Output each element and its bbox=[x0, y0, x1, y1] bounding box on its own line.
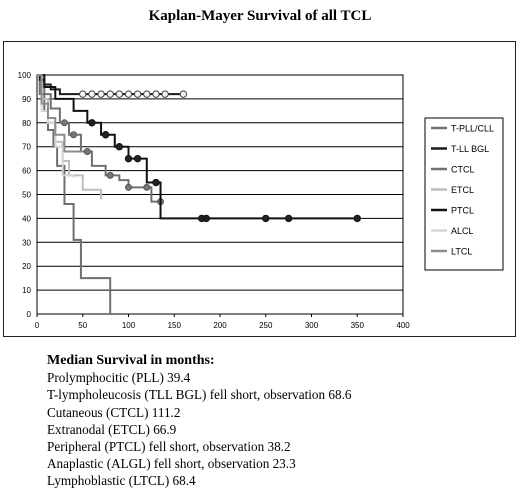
series-t-ll-bgl-point bbox=[124, 90, 133, 98]
y-tick-label: 90 bbox=[22, 95, 31, 104]
series-ctcl-point bbox=[143, 183, 151, 191]
series-t-ll-bgl-point bbox=[152, 90, 160, 98]
y-tick-label: 10 bbox=[22, 286, 31, 295]
summary-item: Prolymphocitic (PLL) 39.4 bbox=[47, 370, 191, 386]
summary-item: Anaplastic (ALGL) fell short, observatio… bbox=[47, 456, 296, 472]
series-etcl-line bbox=[37, 74, 103, 200]
series-t-ll-bgl-point bbox=[143, 90, 151, 98]
legend-label: LTCL bbox=[451, 247, 472, 257]
summary-heading: Median Survival in months: bbox=[47, 353, 215, 368]
series-ptcl-point bbox=[101, 131, 110, 139]
series-t-ll-bgl-point bbox=[133, 90, 142, 98]
y-tick-label: 0 bbox=[27, 310, 32, 319]
legend-label: T-PLL/CLL bbox=[451, 124, 494, 134]
series-ptcl-point bbox=[262, 214, 270, 223]
summary-list: Prolymphocitic (PLL) 39.4 T-lympholeucosi… bbox=[47, 369, 507, 489]
series-t-ll-bgl-point bbox=[161, 90, 169, 98]
series-ptcl-point bbox=[133, 154, 142, 163]
y-tick-label: 100 bbox=[18, 71, 32, 80]
summary-item: Peripheral (PTCL) fell short, observatio… bbox=[47, 439, 291, 455]
series-t-ll-bgl-point bbox=[79, 90, 87, 98]
summary-item: Cutaneous (CTCL) 111.2 bbox=[47, 404, 181, 420]
x-tick-label: 0 bbox=[35, 321, 40, 330]
x-tick-label: 50 bbox=[78, 321, 87, 330]
summary-item: T-lympholeucosis (TLL BGL) fell short, o… bbox=[47, 387, 352, 403]
series-ptcl-point bbox=[202, 214, 210, 223]
y-tick-label: 80 bbox=[22, 119, 31, 128]
series-ctcl-point bbox=[70, 131, 78, 139]
series-t-ll-bgl-point bbox=[115, 90, 124, 98]
x-tick-label: 200 bbox=[213, 321, 227, 330]
legend-label: T-LL BGL bbox=[451, 144, 489, 154]
series-t-ll-bgl-point bbox=[88, 90, 96, 98]
series-ptcl-point bbox=[124, 154, 133, 163]
y-tick-label: 20 bbox=[22, 262, 31, 271]
chart-title: Kaplan-Mayer Survival of all TCL bbox=[148, 8, 372, 24]
y-tick-label: 70 bbox=[22, 143, 31, 152]
series-t-ll-bgl-point bbox=[106, 90, 114, 98]
x-tick-label: 300 bbox=[305, 321, 319, 330]
series-t-ll-bgl-point bbox=[97, 90, 105, 98]
series-ptcl-point bbox=[152, 178, 160, 187]
summary-item: Lymphoblastic (LTCL) 68.4 bbox=[47, 473, 196, 489]
y-tick-label: 60 bbox=[22, 167, 31, 176]
series-ptcl-line bbox=[37, 74, 358, 220]
y-tick-label: 40 bbox=[22, 214, 31, 223]
legend-label: PTCL bbox=[451, 206, 474, 216]
legend-label: ETCL bbox=[451, 185, 474, 195]
series-ptcl-point bbox=[88, 119, 96, 127]
series-ptcl-point bbox=[353, 214, 361, 223]
y-tick-label: 50 bbox=[22, 191, 31, 200]
series-ptcl-point bbox=[115, 143, 124, 151]
series-ctcl-point bbox=[125, 183, 132, 191]
series-ctcl-point bbox=[106, 171, 114, 179]
series-ctcl-point bbox=[83, 147, 91, 155]
x-tick-label: 250 bbox=[259, 321, 273, 330]
y-tick-label: 30 bbox=[22, 238, 31, 247]
median-survival-summary: Median Survival in months: Prolymphociti… bbox=[47, 352, 507, 490]
legend-box bbox=[424, 117, 504, 271]
legend-label: CTCL bbox=[451, 165, 475, 175]
x-tick-label: 100 bbox=[122, 321, 136, 330]
series-ltcl-line bbox=[37, 74, 83, 153]
series-ctcl-point bbox=[60, 119, 68, 127]
legend-label: ALCL bbox=[451, 226, 474, 236]
x-tick-label: 150 bbox=[168, 321, 182, 330]
series-ptcl-point bbox=[284, 214, 293, 223]
chart-frame bbox=[3, 41, 516, 337]
x-tick-label: 350 bbox=[351, 321, 365, 330]
x-tick-label: 400 bbox=[396, 321, 410, 330]
summary-item: Extranodal (ETCL) 66.9 bbox=[47, 421, 177, 437]
series-t-ll-bgl-point bbox=[179, 90, 188, 98]
series-t-ll-bgl-line bbox=[37, 74, 184, 96]
